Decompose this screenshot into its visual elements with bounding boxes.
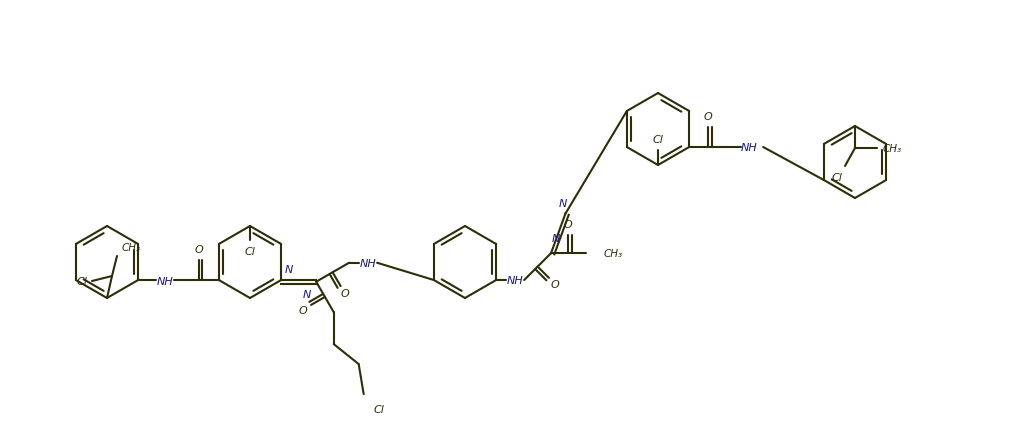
Text: Cl: Cl: [77, 276, 87, 286]
Text: Cl: Cl: [652, 135, 664, 144]
Text: Cl: Cl: [245, 246, 255, 256]
Text: NH: NH: [157, 276, 174, 286]
Text: N: N: [285, 264, 293, 274]
Text: N: N: [552, 233, 561, 243]
Text: O: O: [550, 279, 558, 289]
Text: N: N: [558, 198, 567, 208]
Text: Cl: Cl: [831, 172, 842, 183]
Text: CH₃: CH₃: [883, 144, 903, 154]
Text: O: O: [194, 244, 203, 255]
Text: CH₃: CH₃: [604, 249, 623, 258]
Text: O: O: [564, 220, 573, 230]
Text: N: N: [303, 289, 311, 299]
Text: O: O: [703, 112, 713, 122]
Text: Cl: Cl: [374, 404, 385, 414]
Text: NH: NH: [506, 275, 524, 286]
Text: O: O: [298, 305, 307, 315]
Text: O: O: [340, 289, 349, 298]
Text: CH₃: CH₃: [121, 243, 141, 252]
Text: NH: NH: [359, 258, 377, 268]
Text: NH: NH: [741, 143, 758, 153]
